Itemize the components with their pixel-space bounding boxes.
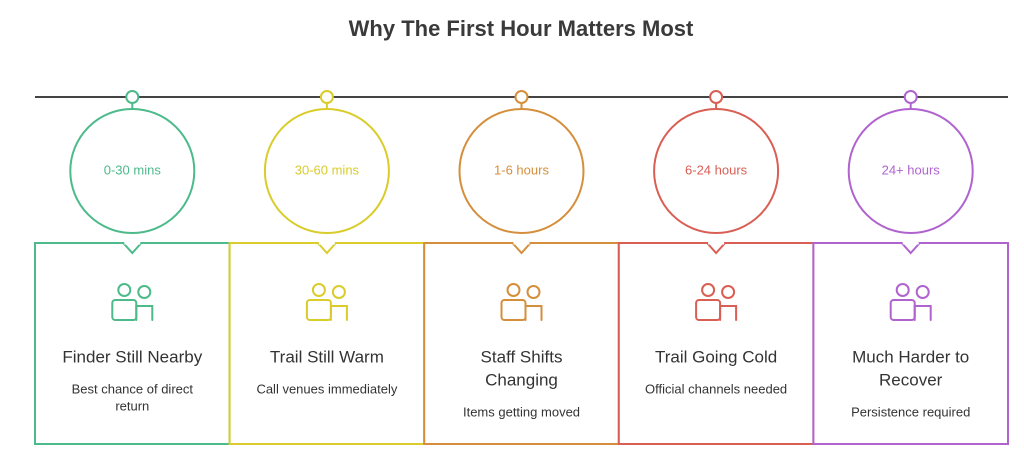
icon [889,283,932,321]
icon-part [721,285,736,299]
pointer [511,242,532,255]
icon [695,283,738,321]
stage-box [34,242,231,445]
time-label: 0-30 mins [104,162,162,177]
icon-part [701,283,716,297]
icon-part [137,285,152,299]
time-label: 30-60 mins [295,162,360,177]
stage-description: Call venues immediately [256,381,397,396]
stage-box [812,242,1010,445]
stage-heading: Finder Still Nearby [62,347,202,366]
timeline-dot [125,90,140,104]
stage-description: Items getting moved [463,404,580,419]
stage-heading: Trail Still Warm [270,347,384,366]
timeline-dot [903,90,918,104]
icon-part [913,305,932,321]
icon-part [329,305,348,321]
icon-part [719,305,738,321]
time-label: 1-6 hours [494,162,549,177]
icon [500,283,543,321]
pointer [122,242,143,255]
timeline-dot [709,90,724,104]
stage-description: Official channels needed [645,381,787,396]
stage-heading: Staff Shifts [481,347,563,366]
stage-heading: Trail Going Cold [655,347,777,366]
time-label: 24+ hours [882,162,941,177]
time-label: 6-24 hours [685,162,748,177]
icon [111,283,154,321]
icon-part [135,305,154,321]
icon-part [895,283,910,297]
pointer [317,242,337,255]
timeline-dot [514,90,529,104]
stage-heading: Recover [879,370,943,389]
icon-part [915,285,930,299]
icon-part [506,283,521,297]
stage-heading: Changing [485,370,558,389]
icon-part [526,285,541,299]
pointer [900,242,921,255]
stage-heading: Much Harder to [852,347,969,366]
icon-part [331,285,346,299]
icon [305,283,348,321]
title: Why The First Hour Matters Most [349,16,694,41]
timeline-dot [319,90,334,104]
stage-box [617,242,815,445]
stage-description: Best chance of direct [72,381,194,396]
icon-part [524,305,543,321]
icon-part [311,283,326,297]
stage-box [228,242,426,445]
stage-description: Persistence required [851,404,970,419]
icon-part [117,283,132,297]
pointer [706,242,726,255]
stage-description: return [115,398,149,413]
